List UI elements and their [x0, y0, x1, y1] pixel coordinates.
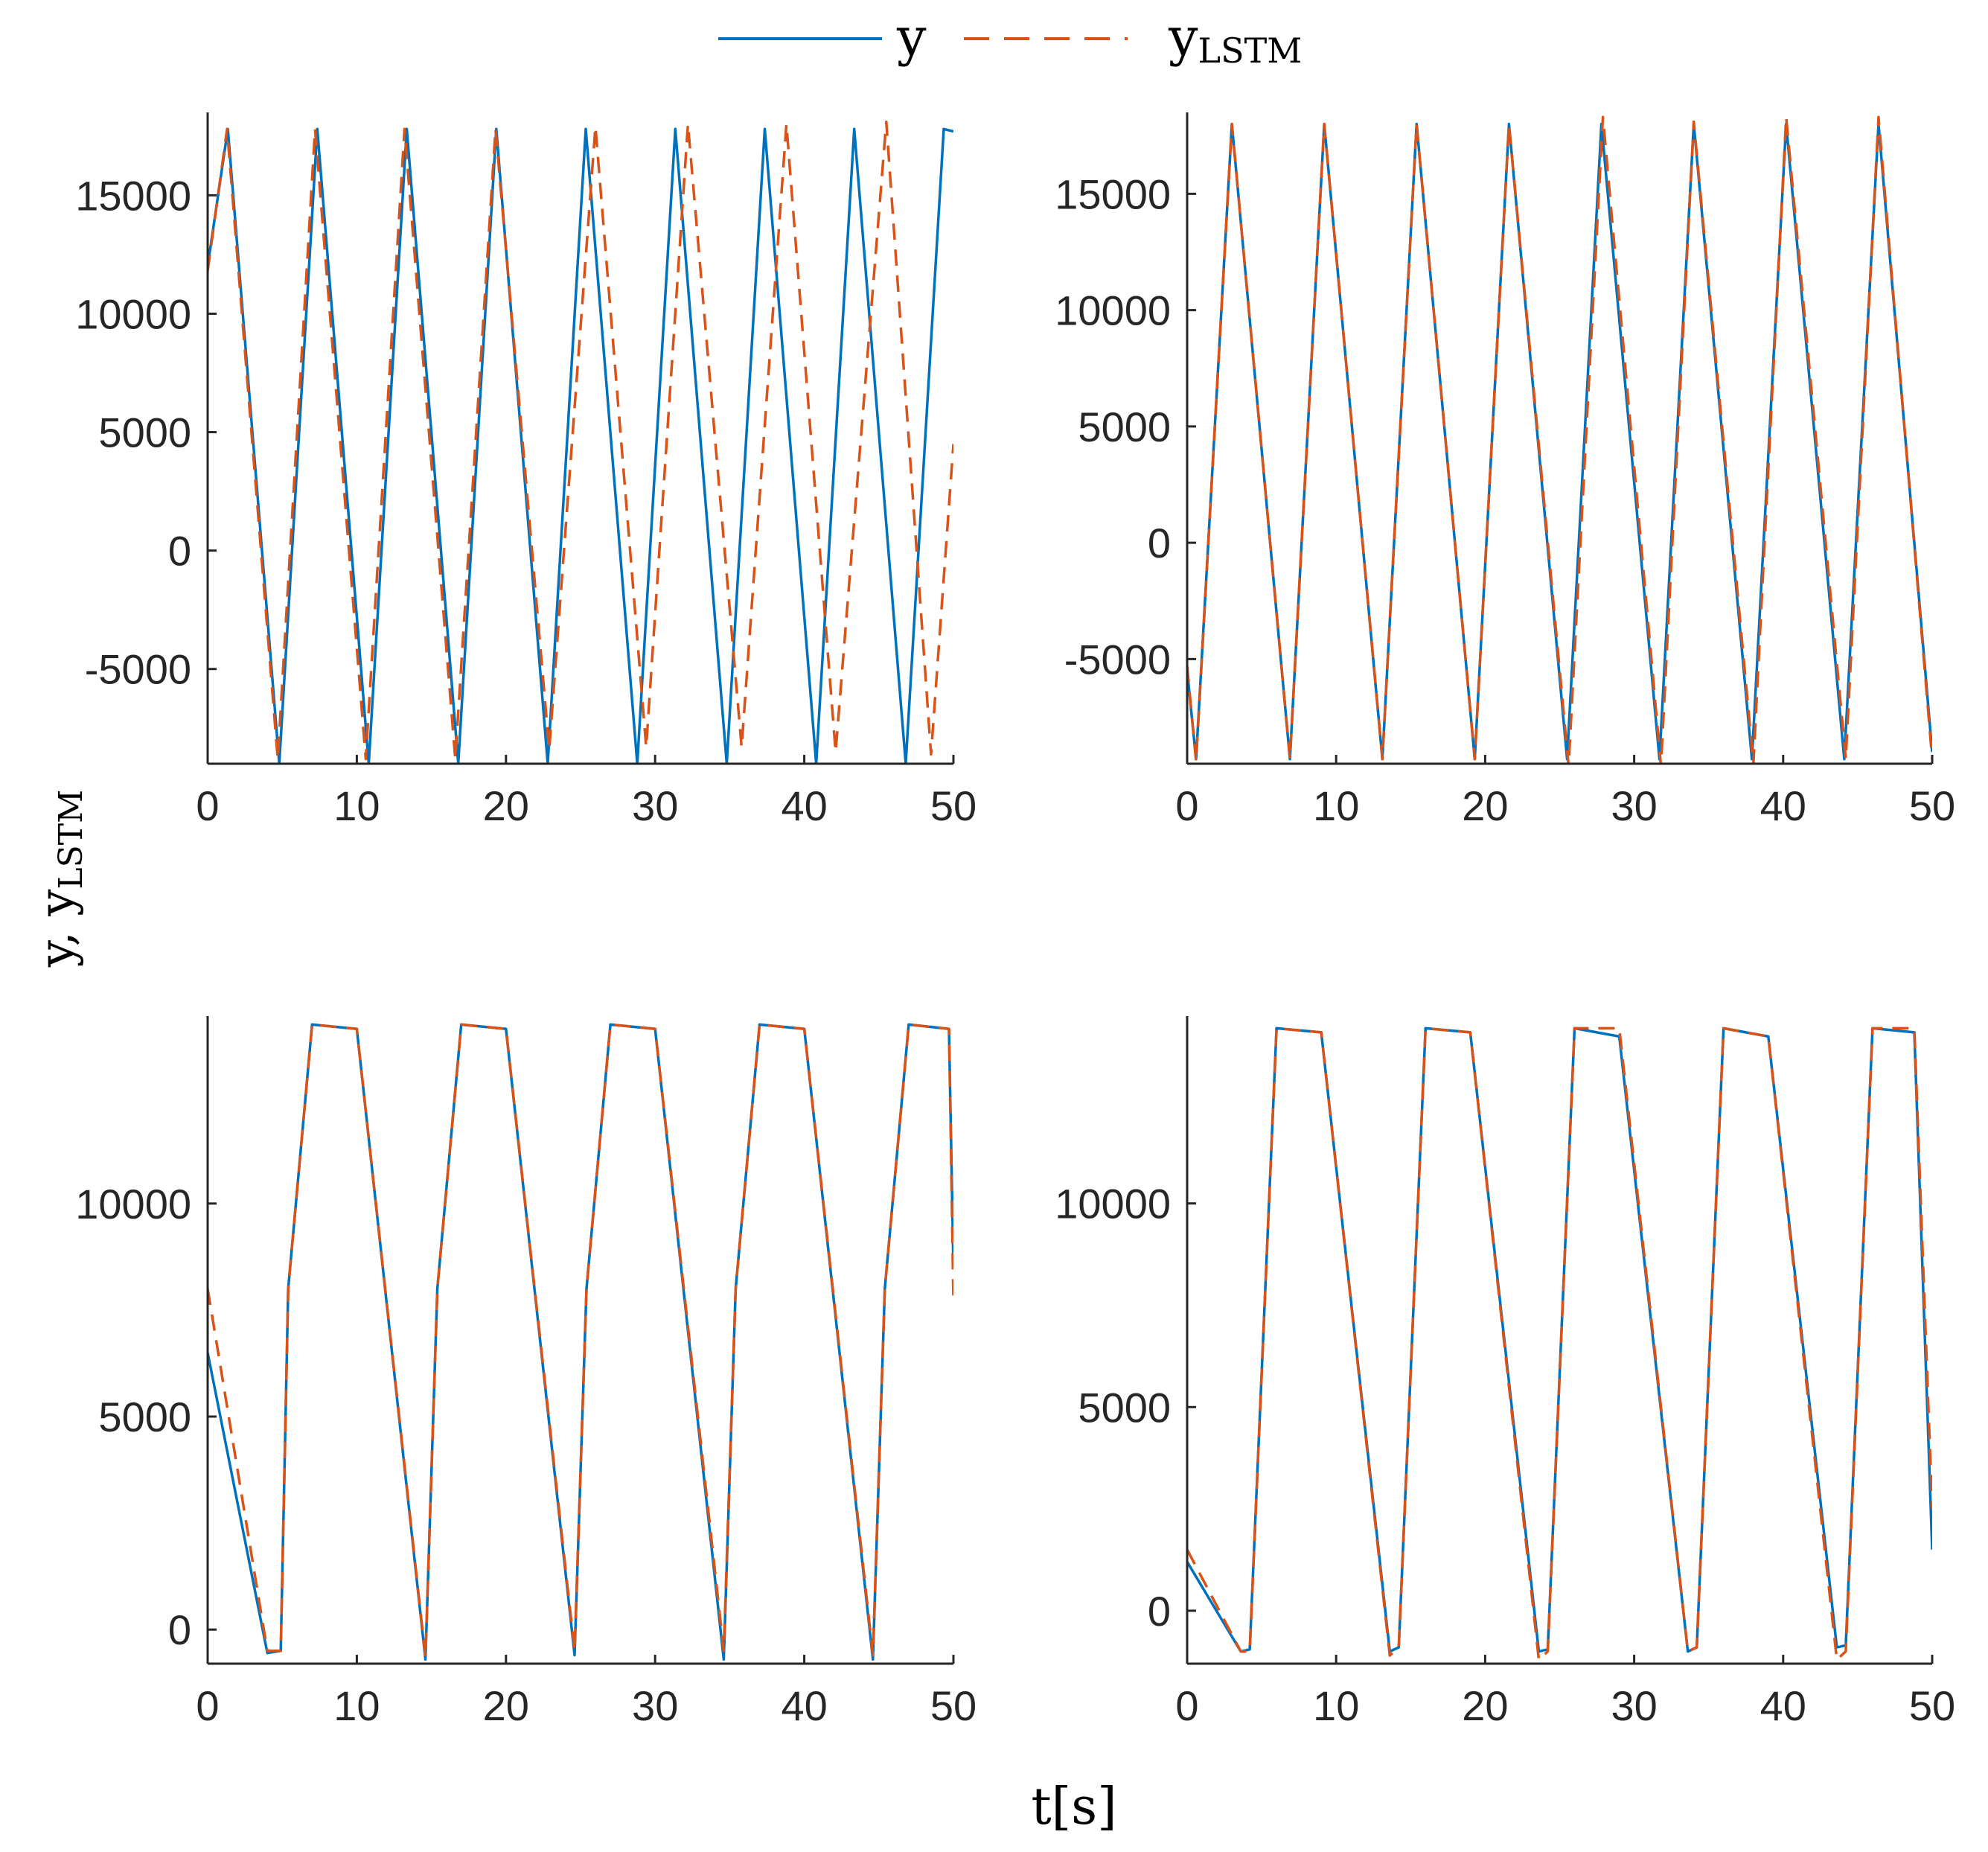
x-tick-label: 40	[781, 782, 827, 829]
legend-label: yLSTM	[1168, 7, 1302, 71]
y-tick-label: 5000	[1078, 1384, 1171, 1431]
y-tick-label: 15000	[1055, 170, 1171, 217]
x-tick-label: 50	[1909, 782, 1955, 829]
legend-item-ylstm: yLSTM	[964, 7, 1302, 71]
y-tick-label: 5000	[1078, 403, 1171, 450]
x-tick-label: 20	[483, 782, 529, 829]
x-tick-label: 40	[1760, 782, 1806, 829]
x-tick-label: 0	[196, 1682, 219, 1729]
panel-top-right: 0 10 20 30 40 50 -5000 0 5000 10000 15000	[1055, 112, 1955, 829]
x-tick-label: 40	[781, 1682, 827, 1729]
x-tick-label: 50	[930, 782, 977, 829]
series-line-y	[1187, 122, 1932, 761]
y-axis-label: y, yLSTM	[30, 790, 90, 968]
x-tick-label: 30	[632, 1682, 678, 1729]
x-tick-label: 10	[333, 1682, 380, 1729]
panel-bottom-right: 0 10 20 30 40 50 0 5000 10000	[1055, 1016, 1955, 1729]
y-tick-label: 10000	[1055, 287, 1171, 334]
y-axis-label-sub: LSTM	[52, 790, 90, 890]
x-tick-label: 0	[196, 782, 219, 829]
legend: y yLSTM	[718, 7, 1302, 71]
y-tick-label: 0	[168, 528, 191, 575]
y-tick-label: 0	[168, 1606, 191, 1653]
y-tick-label: 10000	[75, 290, 191, 337]
y-tick-label: 10000	[75, 1181, 191, 1227]
x-tick-label: 20	[1462, 1682, 1508, 1729]
x-tick-label: 0	[1175, 782, 1198, 829]
x-tick-label: 40	[1760, 1682, 1806, 1729]
y-tick-label: 0	[1148, 520, 1171, 566]
y-tick-label: -5000	[85, 646, 191, 693]
x-axis-label: t[s]	[1031, 1778, 1116, 1836]
y-tick-label: 10000	[1055, 1181, 1171, 1227]
series-line-ylstm	[1187, 1026, 1932, 1661]
series-line-ylstm	[1187, 115, 1932, 764]
series-line-y	[208, 127, 953, 764]
x-tick-label: 50	[1909, 1682, 1955, 1729]
x-tick-label: 10	[1313, 782, 1359, 829]
panel-top-left: 0 10 20 30 40 50 -5000 0 5000 10000 15000	[75, 112, 977, 829]
x-tick-label: 30	[632, 782, 678, 829]
x-tick-label: 0	[1175, 1682, 1198, 1729]
x-tick-label: 10	[1313, 1682, 1359, 1729]
y-tick-label: 5000	[98, 1393, 191, 1440]
y-tick-label: -5000	[1064, 636, 1171, 683]
series-line-ylstm	[208, 1023, 953, 1659]
x-tick-label: 50	[930, 1682, 977, 1729]
series-line-y	[1187, 1026, 1932, 1653]
y-tick-label: 5000	[98, 409, 191, 456]
x-tick-label: 30	[1611, 782, 1657, 829]
x-tick-label: 20	[483, 1682, 529, 1729]
x-tick-label: 30	[1611, 1682, 1657, 1729]
x-tick-label: 10	[333, 782, 380, 829]
series-line-y	[208, 1023, 953, 1661]
y-tick-label: 0	[1148, 1588, 1171, 1635]
y-axis-label-main: y, y	[30, 890, 85, 968]
panel-bottom-left: 0 10 20 30 40 50 0 5000 10000	[75, 1016, 977, 1729]
legend-item-y: y	[718, 7, 927, 68]
legend-label: y	[896, 7, 927, 68]
x-tick-label: 20	[1462, 782, 1508, 829]
y-tick-label: 15000	[75, 172, 191, 219]
